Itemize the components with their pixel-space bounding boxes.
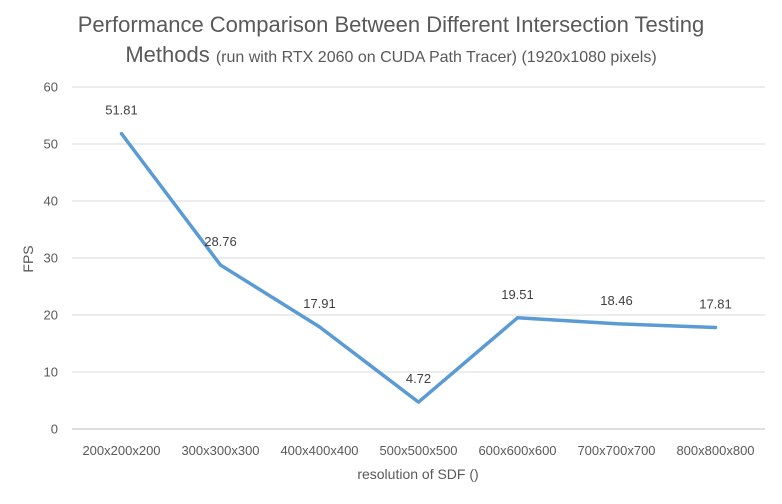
y-tick-label: 50 [44, 137, 58, 152]
data-point [516, 316, 519, 320]
x-tick-label: 200x200x200 [82, 443, 160, 458]
chart-title-line-2: Methods [125, 42, 210, 67]
data-label: 51.81 [105, 103, 138, 118]
data-point [318, 325, 321, 329]
y-tick-label: 20 [44, 308, 58, 323]
y-tick-label: 60 [44, 80, 58, 95]
data-point [219, 263, 222, 267]
y-tick-label: 0 [51, 422, 58, 437]
data-label: 17.91 [303, 296, 336, 311]
x-tick-label: 700x700x700 [577, 443, 655, 458]
x-axis-title: resolution of SDF () [357, 466, 478, 482]
data-label: 18.46 [600, 293, 633, 308]
data-label: 4.72 [406, 371, 431, 386]
data-point [615, 322, 618, 326]
x-tick-label: 400x400x400 [280, 443, 358, 458]
y-axis-title: FPS [20, 245, 36, 272]
series-line [119, 131, 718, 404]
chart-subtitle: (run with RTX 2060 on CUDA Path Tracer) … [215, 49, 657, 66]
chart-title-line-1: Performance Comparison Between Different… [77, 12, 705, 37]
chart-title: Performance Comparison Between Different… [0, 10, 782, 73]
data-label: 28.76 [204, 234, 237, 249]
x-tick-label: 800x800x800 [676, 443, 754, 458]
data-point [417, 400, 420, 404]
y-tick-label: 40 [44, 194, 58, 209]
y-tick-label: 30 [44, 251, 58, 266]
x-tick-label: 500x500x500 [379, 443, 457, 458]
x-tick-label: 300x300x300 [181, 443, 259, 458]
data-label: 19.51 [501, 287, 534, 302]
data-label: 17.81 [699, 296, 732, 311]
data-point [714, 325, 717, 329]
x-tick-label: 600x600x600 [478, 443, 556, 458]
y-tick-label: 10 [44, 365, 58, 380]
data-point [120, 132, 123, 136]
